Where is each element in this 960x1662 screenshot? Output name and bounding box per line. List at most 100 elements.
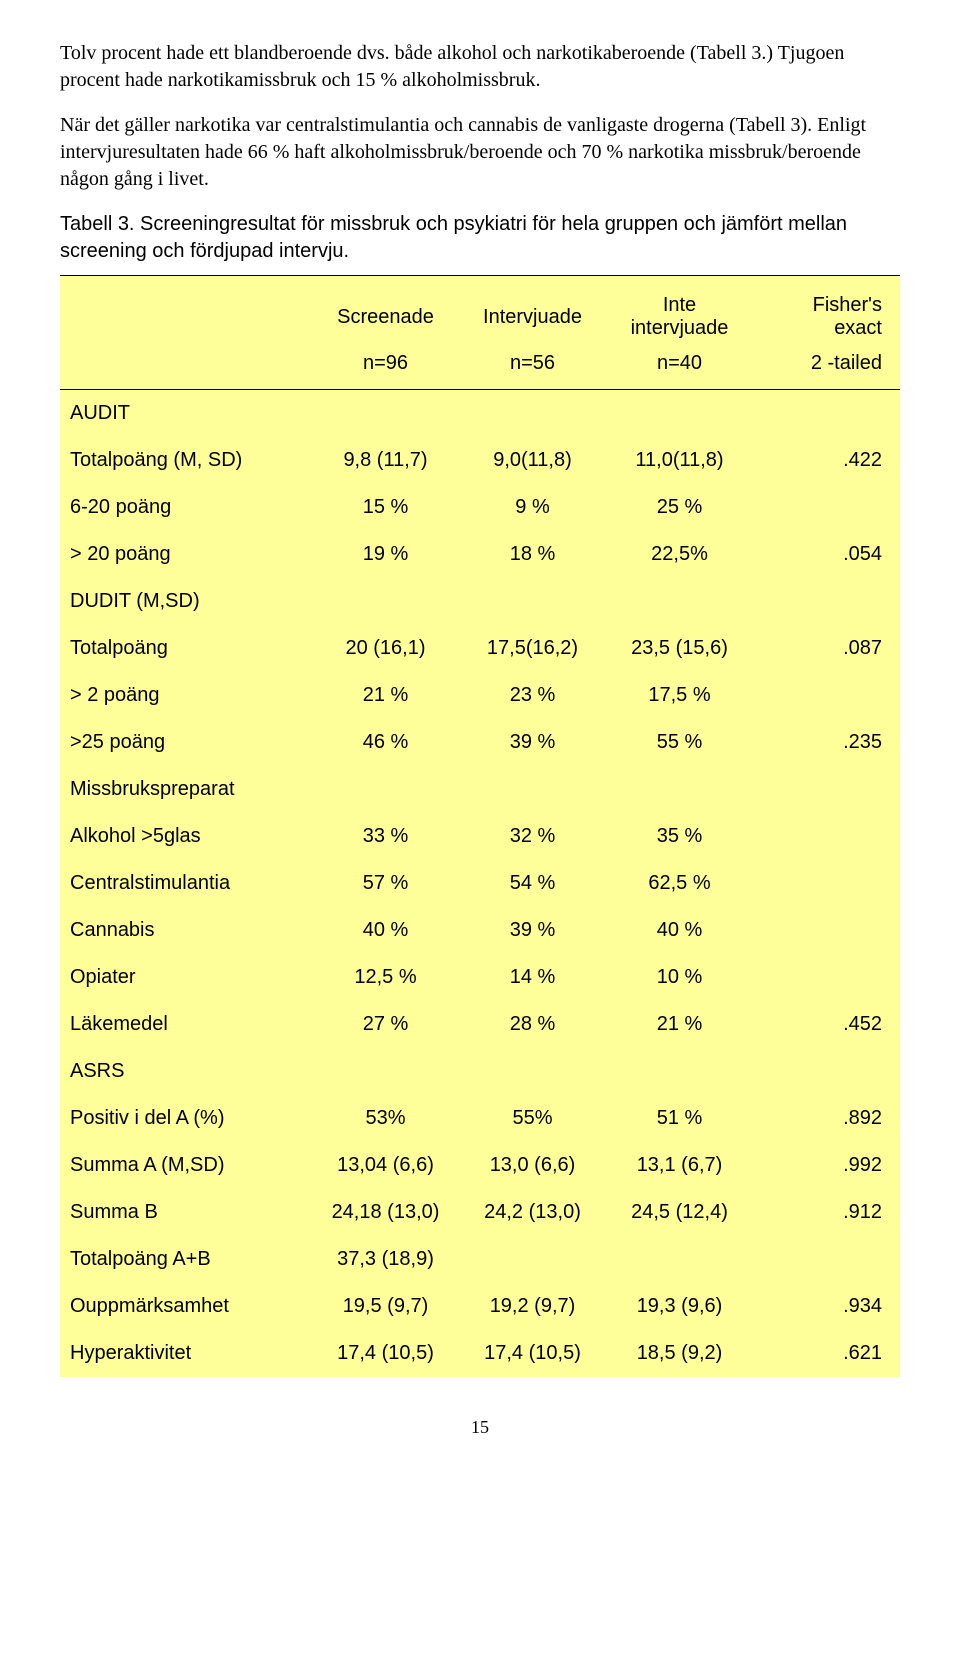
row-value (312, 390, 459, 438)
row-label: > 2 poäng (60, 672, 312, 719)
row-label: > 20 poäng (60, 531, 312, 578)
results-table: Screenade Intervjuade Inte intervjuade F… (60, 275, 900, 1377)
row-label: >25 poäng (60, 719, 312, 766)
th-inte-intervjuade: Inte intervjuade (606, 276, 753, 347)
row-value: 17,4 (10,5) (459, 1330, 606, 1377)
row-value: 51 % (606, 1095, 753, 1142)
table-row: Centralstimulantia57 %54 %62,5 % (60, 860, 900, 907)
table-body: AUDITTotalpoäng (M, SD)9,8 (11,7)9,0(11,… (60, 390, 900, 1378)
row-value (459, 390, 606, 438)
row-value: 24,18 (13,0) (312, 1189, 459, 1236)
row-value: 54 % (459, 860, 606, 907)
row-label: Positiv i del A (%) (60, 1095, 312, 1142)
row-fisher: .621 (753, 1330, 900, 1377)
table-header-row-1: Screenade Intervjuade Inte intervjuade F… (60, 276, 900, 347)
row-value: 53% (312, 1095, 459, 1142)
row-value: 17,5(16,2) (459, 625, 606, 672)
row-value: 9 % (459, 484, 606, 531)
row-value: 57 % (312, 860, 459, 907)
row-value: 24,5 (12,4) (606, 1189, 753, 1236)
row-fisher: .422 (753, 437, 900, 484)
row-value: 13,0 (6,6) (459, 1142, 606, 1189)
row-label: Opiater (60, 954, 312, 1001)
table-row: ASRS (60, 1048, 900, 1095)
row-value (606, 390, 753, 438)
row-value: 62,5 % (606, 860, 753, 907)
row-label: Totalpoäng (M, SD) (60, 437, 312, 484)
row-value: 40 % (312, 907, 459, 954)
row-label: Summa A (M,SD) (60, 1142, 312, 1189)
table-row: Positiv i del A (%)53%55%51 %.892 (60, 1095, 900, 1142)
row-value (312, 1048, 459, 1095)
row-value: 24,2 (13,0) (459, 1189, 606, 1236)
row-value: 21 % (606, 1001, 753, 1048)
row-value (459, 578, 606, 625)
row-value: 27 % (312, 1001, 459, 1048)
row-value: 28 % (459, 1001, 606, 1048)
row-fisher (753, 1236, 900, 1283)
row-value: 19,5 (9,7) (312, 1283, 459, 1330)
row-value: 9,8 (11,7) (312, 437, 459, 484)
row-value: 35 % (606, 813, 753, 860)
row-value (459, 766, 606, 813)
row-value (606, 1048, 753, 1095)
row-value: 14 % (459, 954, 606, 1001)
table-row: Hyperaktivitet17,4 (10,5)17,4 (10,5)18,5… (60, 1330, 900, 1377)
row-value: 20 (16,1) (312, 625, 459, 672)
page-number: 15 (60, 1417, 900, 1438)
table-row: Missbrukspreparat (60, 766, 900, 813)
row-value: 37,3 (18,9) (312, 1236, 459, 1283)
table-row: Ouppmärksamhet19,5 (9,7)19,2 (9,7)19,3 (… (60, 1283, 900, 1330)
table-row: Opiater12,5 %14 %10 % (60, 954, 900, 1001)
table-row: Cannabis40 %39 %40 % (60, 907, 900, 954)
row-value (606, 1236, 753, 1283)
row-fisher: .087 (753, 625, 900, 672)
row-value: 32 % (459, 813, 606, 860)
row-value (606, 578, 753, 625)
row-fisher: .992 (753, 1142, 900, 1189)
row-value: 39 % (459, 907, 606, 954)
table-row: Alkohol >5glas33 %32 %35 % (60, 813, 900, 860)
row-label: Centralstimulantia (60, 860, 312, 907)
row-fisher: .452 (753, 1001, 900, 1048)
row-fisher (753, 954, 900, 1001)
th2-n96: n=96 (312, 346, 459, 390)
th-screenade: Screenade (312, 276, 459, 347)
row-value: 21 % (312, 672, 459, 719)
row-value: 19 % (312, 531, 459, 578)
row-label: Ouppmärksamhet (60, 1283, 312, 1330)
row-fisher: .054 (753, 531, 900, 578)
table-row: AUDIT (60, 390, 900, 438)
row-value: 15 % (312, 484, 459, 531)
row-value: 19,2 (9,7) (459, 1283, 606, 1330)
row-value (606, 766, 753, 813)
th2-n40: n=40 (606, 346, 753, 390)
table-row: >25 poäng46 %39 %55 %.235 (60, 719, 900, 766)
row-label: AUDIT (60, 390, 312, 438)
th2-blank (60, 346, 312, 390)
row-label: Alkohol >5glas (60, 813, 312, 860)
row-value: 33 % (312, 813, 459, 860)
row-label: Summa B (60, 1189, 312, 1236)
row-fisher (753, 1048, 900, 1095)
row-fisher (753, 813, 900, 860)
table-caption: Tabell 3. Screeningresultat för missbruk… (60, 211, 900, 265)
row-value: 46 % (312, 719, 459, 766)
row-label: 6-20 poäng (60, 484, 312, 531)
row-fisher (753, 578, 900, 625)
row-value: 55 % (606, 719, 753, 766)
row-value: 13,04 (6,6) (312, 1142, 459, 1189)
row-fisher (753, 907, 900, 954)
row-label: Missbrukspreparat (60, 766, 312, 813)
row-value: 10 % (606, 954, 753, 1001)
row-value: 11,0(11,8) (606, 437, 753, 484)
row-label: Hyperaktivitet (60, 1330, 312, 1377)
row-value: 19,3 (9,6) (606, 1283, 753, 1330)
row-label: DUDIT (M,SD) (60, 578, 312, 625)
th2-n56: n=56 (459, 346, 606, 390)
table-row: Summa A (M,SD)13,04 (6,6)13,0 (6,6)13,1 … (60, 1142, 900, 1189)
row-value: 23,5 (15,6) (606, 625, 753, 672)
row-value (312, 578, 459, 625)
row-fisher (753, 860, 900, 907)
th-fisher: Fisher's exact (753, 276, 900, 347)
